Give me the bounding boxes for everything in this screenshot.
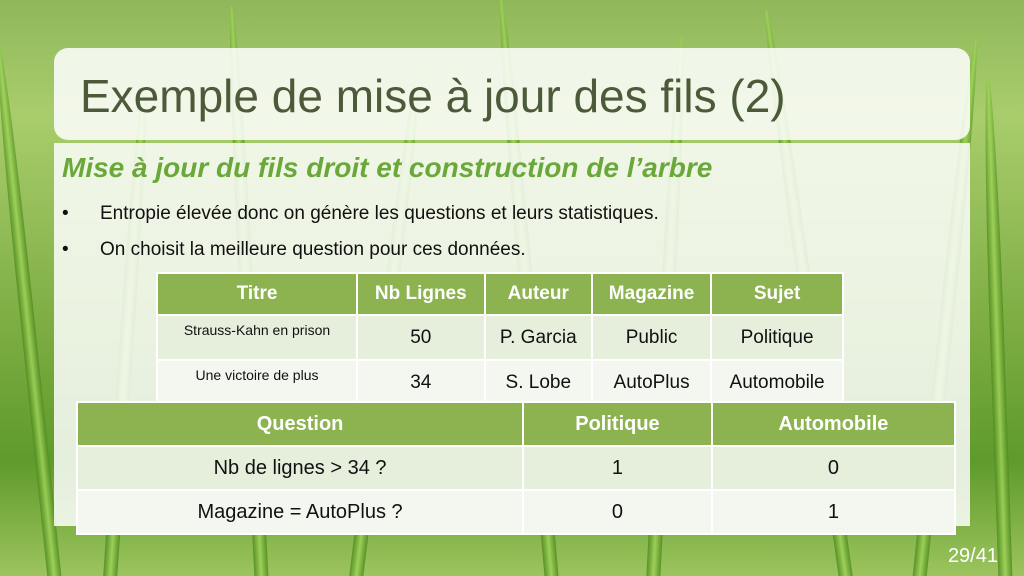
table-cell: Une victoire de plus — [155, 359, 359, 406]
bullet-marker: • — [62, 239, 69, 260]
table-cell: 34 — [356, 359, 486, 406]
slide-subtitle: Mise à jour du fils droit et constructio… — [62, 152, 713, 183]
column-header: Magazine — [590, 272, 713, 316]
bullet-marker: • — [62, 203, 69, 224]
table-cell: Strauss-Kahn en prison — [155, 314, 359, 361]
data-table: Titre Nb Lignes Auteur Magazine Sujet St… — [155, 272, 844, 406]
bullet-text: Entropie élevée donc on génère les quest… — [100, 203, 659, 224]
table-cell: Magazine = AutoPlus ? — [75, 489, 525, 535]
table-row: Nb de lignes > 34 ? 1 0 — [75, 445, 957, 491]
bullet-item: • Entropie élevée donc on génère les que… — [58, 198, 659, 234]
table-cell: 1 — [710, 489, 957, 535]
question-table: Question Politique Automobile Nb de lign… — [75, 401, 957, 535]
table-cell: Politique — [710, 314, 844, 361]
table-cell: 0 — [522, 489, 713, 535]
bullet-list: • Entropie élevée donc on génère les que… — [58, 198, 659, 270]
table-cell: Automobile — [710, 359, 844, 406]
table-cell: 1 — [522, 445, 713, 491]
page-number: 29/41 — [947, 545, 998, 567]
table-cell: S. Lobe — [483, 359, 594, 406]
bullet-item: • On choisit la meilleure question pour … — [58, 234, 659, 270]
column-header: Nb Lignes — [356, 272, 486, 316]
table-cell: P. Garcia — [483, 314, 594, 361]
bullet-text: On choisit la meilleure question pour ce… — [100, 239, 526, 260]
slide-title: Exemple de mise à jour des fils (2) — [80, 70, 786, 122]
table-row: Une victoire de plus 34 S. Lobe AutoPlus… — [155, 359, 844, 406]
table-cell: AutoPlus — [590, 359, 713, 406]
column-header: Titre — [155, 272, 359, 316]
title-panel — [54, 48, 970, 140]
table-header-row: Titre Nb Lignes Auteur Magazine Sujet — [155, 272, 844, 316]
table-row: Strauss-Kahn en prison 50 P. Garcia Publ… — [155, 314, 844, 361]
table-row: Magazine = AutoPlus ? 0 1 — [75, 489, 957, 535]
table-cell: Public — [590, 314, 713, 361]
table-cell: 50 — [356, 314, 486, 361]
column-header: Politique — [522, 401, 713, 447]
table-header-row: Question Politique Automobile — [75, 401, 957, 447]
column-header: Automobile — [710, 401, 957, 447]
table-cell: Nb de lignes > 34 ? — [75, 445, 525, 491]
table-cell: 0 — [710, 445, 957, 491]
column-header: Question — [75, 401, 525, 447]
column-header: Sujet — [710, 272, 844, 316]
column-header: Auteur — [483, 272, 594, 316]
